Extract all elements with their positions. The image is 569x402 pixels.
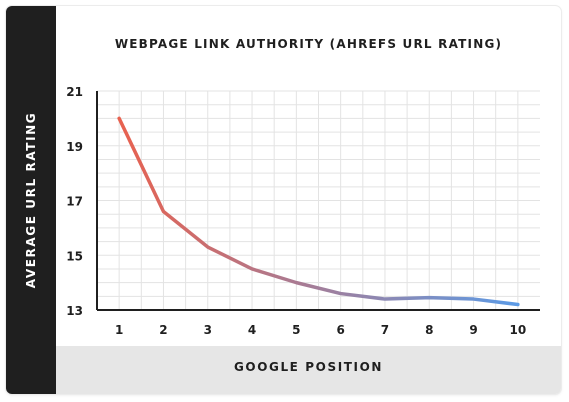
- x-tick-label: 3: [204, 323, 212, 337]
- y-tick-label: 21: [66, 85, 83, 99]
- data-point: [251, 267, 254, 270]
- y-tick-label: 15: [66, 249, 83, 263]
- chart-title: WEBPAGE LINK AUTHORITY (AHREFS URL RATIN…: [114, 37, 503, 51]
- x-tick-label: 8: [425, 323, 433, 337]
- x-tick-label: 9: [469, 323, 477, 337]
- data-point: [428, 296, 431, 299]
- series-line: [117, 116, 520, 307]
- y-tick-label: 19: [66, 140, 83, 154]
- data-point: [118, 117, 121, 120]
- x-tick-label: 4: [248, 323, 256, 337]
- data-point: [162, 210, 165, 213]
- data-point: [516, 303, 519, 306]
- x-tick-label: 1: [115, 323, 123, 337]
- data-point: [472, 298, 475, 301]
- x-tick-label: 2: [159, 323, 167, 337]
- x-axis-label-band: GOOGLE POSITION: [56, 346, 561, 394]
- data-point: [206, 246, 209, 249]
- y-tick-label: 17: [66, 195, 83, 209]
- y-axis-label-band: AVERAGE URL RATING: [6, 6, 56, 394]
- y-tick-label: 13: [66, 304, 83, 318]
- x-axis-label: GOOGLE POSITION: [233, 360, 384, 374]
- data-point: [295, 281, 298, 284]
- x-tick-label: 7: [381, 323, 389, 337]
- x-tick-label: 10: [509, 323, 526, 337]
- x-tick-label: 5: [292, 323, 300, 337]
- x-tick-label: 6: [336, 323, 344, 337]
- data-point: [383, 298, 386, 301]
- data-point: [339, 292, 342, 295]
